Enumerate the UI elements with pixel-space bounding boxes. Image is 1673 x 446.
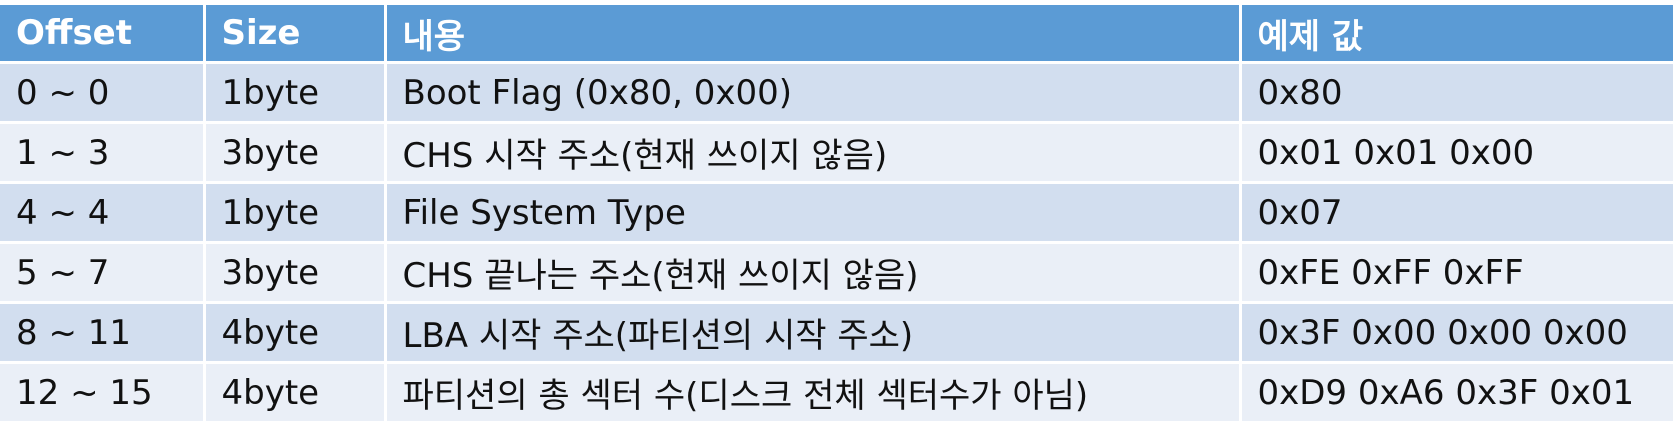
table-row: 5 ~ 7 3byte CHS 끝나는 주소(현재 쓰이지 않음) 0xFE 0… [0,242,1673,304]
cell-content: CHS 시작 주소(현재 쓰이지 않음) [385,122,1242,184]
cell-size: 1byte [204,62,387,124]
cell-offset: 8 ~ 11 [0,302,206,364]
cell-size: 3byte [204,122,387,184]
cell-size: 4byte [204,362,387,424]
cell-offset: 0 ~ 0 [0,62,206,124]
cell-example-value: 0xD9 0xA6 0x3F 0x01 [1240,362,1673,424]
header-offset: Offset [0,5,206,64]
table-row: 0 ~ 0 1byte Boot Flag (0x80, 0x00) 0x80 [0,62,1673,124]
table-header-row: Offset Size 내용 예제 값 [0,5,1673,64]
table-row: 4 ~ 4 1byte File System Type 0x07 [0,182,1673,244]
cell-content: LBA 시작 주소(파티션의 시작 주소) [385,302,1242,364]
partition-entry-table-container: Offset Size 내용 예제 값 0 ~ 0 1byte Boot Fla… [0,5,1673,424]
header-example-value: 예제 값 [1240,5,1673,64]
cell-offset: 1 ~ 3 [0,122,206,184]
cell-content: Boot Flag (0x80, 0x00) [385,62,1242,124]
partition-entry-table: Offset Size 내용 예제 값 0 ~ 0 1byte Boot Fla… [0,5,1673,424]
cell-example-value: 0xFE 0xFF 0xFF [1240,242,1673,304]
table-row: 8 ~ 11 4byte LBA 시작 주소(파티션의 시작 주소) 0x3F … [0,302,1673,364]
cell-size: 3byte [204,242,387,304]
cell-content: CHS 끝나는 주소(현재 쓰이지 않음) [385,242,1242,304]
header-size: Size [204,5,387,64]
cell-example-value: 0x07 [1240,182,1673,244]
cell-size: 4byte [204,302,387,364]
cell-size: 1byte [204,182,387,244]
cell-offset: 12 ~ 15 [0,362,206,424]
table-row: 1 ~ 3 3byte CHS 시작 주소(현재 쓰이지 않음) 0x01 0x… [0,122,1673,184]
cell-example-value: 0x80 [1240,62,1673,124]
cell-content: File System Type [385,182,1242,244]
cell-offset: 5 ~ 7 [0,242,206,304]
header-content: 내용 [385,5,1242,64]
table-row: 12 ~ 15 4byte 파티션의 총 섹터 수(디스크 전체 섹터수가 아님… [0,362,1673,424]
cell-content: 파티션의 총 섹터 수(디스크 전체 섹터수가 아님) [385,362,1242,424]
cell-example-value: 0x01 0x01 0x00 [1240,122,1673,184]
cell-offset: 4 ~ 4 [0,182,206,244]
cell-example-value: 0x3F 0x00 0x00 0x00 [1240,302,1673,364]
